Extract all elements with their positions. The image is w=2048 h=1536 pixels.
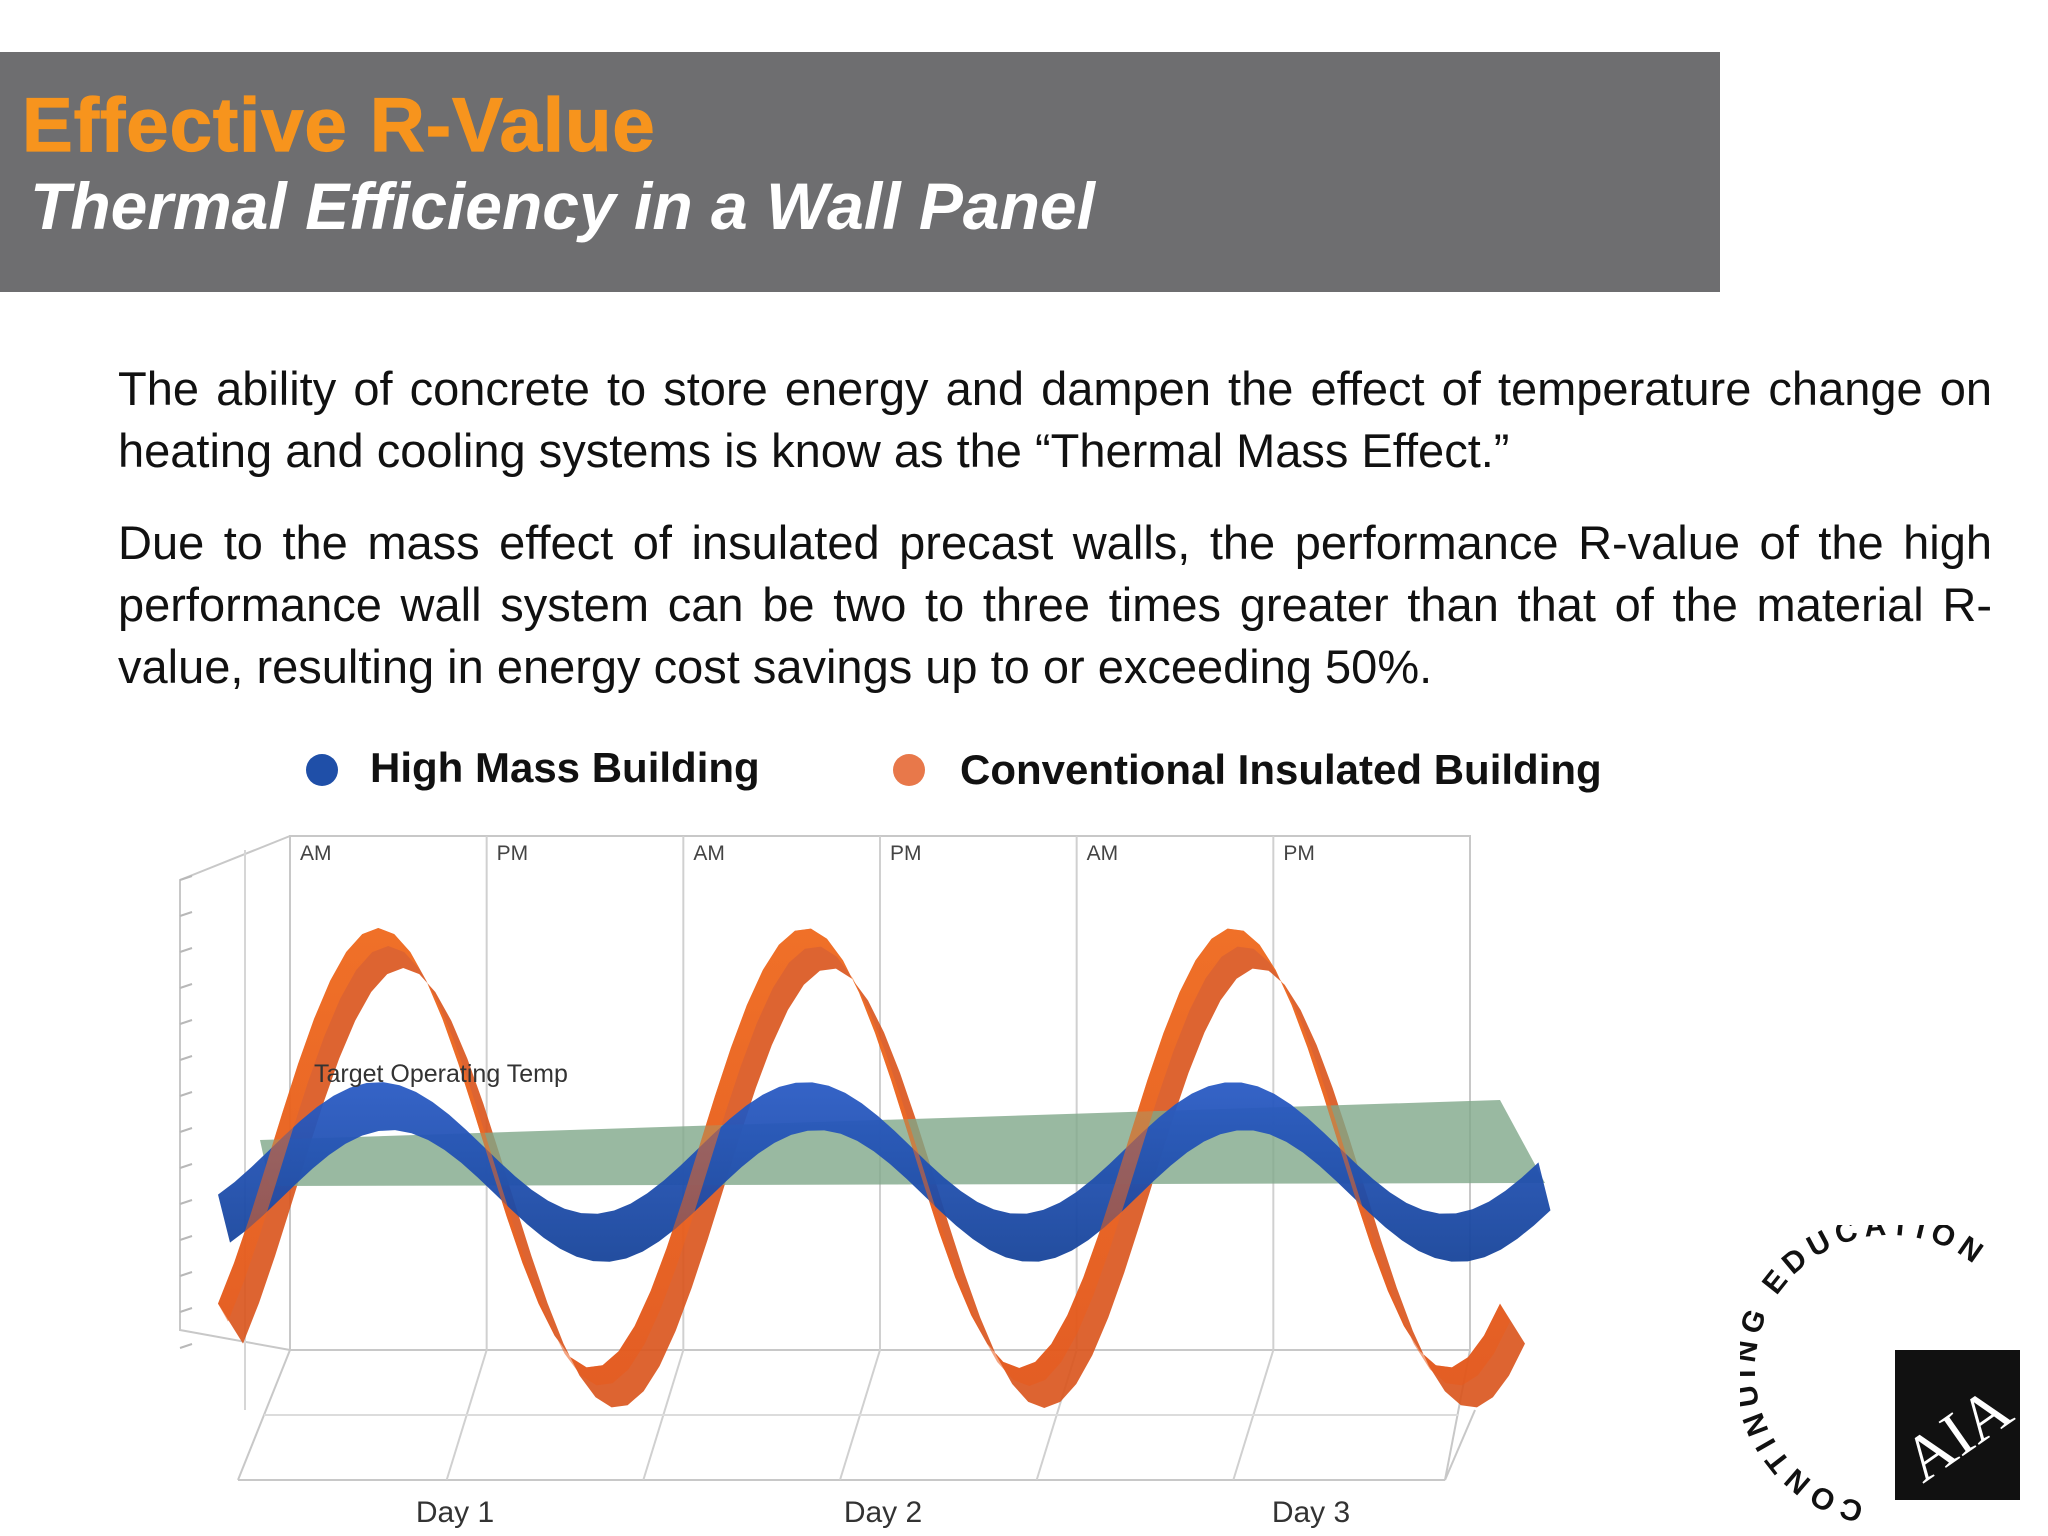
day-label: Day 1: [416, 1496, 494, 1529]
y-axis-tick: [179, 983, 193, 989]
y-axis-tick: [179, 1127, 193, 1133]
period-label: AM: [693, 842, 725, 865]
y-axis-tick: [179, 1199, 193, 1205]
conventional-series-front: [218, 928, 1510, 1386]
y-axis-tick: [179, 947, 193, 953]
day-label: Day 3: [1272, 1496, 1350, 1529]
left-wall-frame: [179, 835, 291, 1351]
period-label: PM: [890, 842, 922, 865]
y-axis-tick: [179, 1019, 193, 1025]
floor-right-return: [1444, 1409, 1476, 1481]
chart-labels: AM PM AM PM AM PM Day 1 Day 2 Day 3 Target Operat…: [300, 842, 1350, 1529]
body-paragraph-1: The ability of concrete to store energy …: [118, 362, 1992, 477]
legend-label-high-mass: High Mass Building: [370, 744, 760, 791]
conventional-series-back: [218, 928, 1525, 1408]
day-label: Day 2: [844, 1496, 922, 1529]
page-subtitle: Thermal Efficiency in a Wall Panel: [30, 169, 1095, 243]
y-axis-tick: [179, 1091, 193, 1097]
aia-continuing-education-seal: CONTINUING EDUCATION AIA: [1740, 1225, 2024, 1525]
high-mass-ribbon: [218, 1082, 1551, 1262]
y-axis-tick: [179, 1307, 193, 1313]
y-axis-tick: [179, 1163, 193, 1169]
high-mass-series: [218, 1082, 1551, 1262]
period-label: AM: [300, 842, 332, 865]
period-label: PM: [1283, 842, 1315, 865]
y-axis-tick: [179, 1055, 193, 1061]
conventional-ribbon: [218, 928, 1510, 1386]
y-axis-tick: [179, 1271, 193, 1277]
title-banner: [0, 52, 1720, 292]
legend-dot-high-mass: [306, 754, 338, 786]
y-axis-tick: [179, 911, 193, 917]
conventional-ribbon-shadow: [218, 928, 1525, 1408]
y-axis-tick: [179, 1235, 193, 1241]
legend-label-conventional: Conventional Insulated Building: [960, 746, 1602, 793]
body-paragraph-2: Due to the mass effect of insulated prec…: [118, 516, 1992, 693]
target-temp-label: Target Operating Temp: [314, 1060, 568, 1088]
aia-mark-box: [1895, 1350, 2020, 1500]
page-title: Effective R-Value: [21, 82, 656, 168]
y-axis-tick: [179, 875, 193, 881]
chart-grid: [179, 835, 1476, 1481]
period-label: AM: [1087, 842, 1119, 865]
legend-dot-conventional: [893, 754, 925, 786]
y-axis-tick: [179, 1343, 193, 1349]
period-label: PM: [497, 842, 528, 865]
